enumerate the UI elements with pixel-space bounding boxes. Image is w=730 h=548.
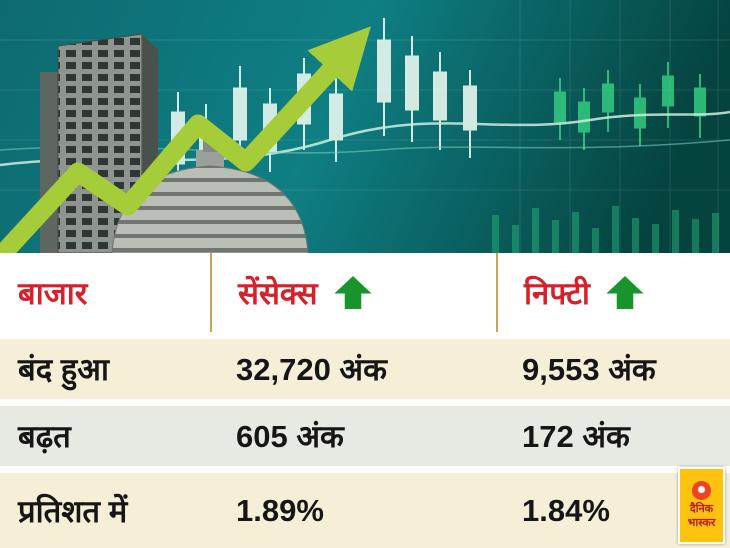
sensex-label: सेंसेक्स xyxy=(238,275,318,311)
row-label: बढ़त xyxy=(18,419,71,454)
sensex-value: 32,720 अंक xyxy=(236,352,387,387)
sensex-value: 1.89% xyxy=(236,492,324,528)
nifty-value: 172 अंक xyxy=(522,419,630,454)
col-header-nifty: निफ्टी xyxy=(496,253,730,332)
hero-image xyxy=(0,0,730,253)
sensex-up-arrow-icon xyxy=(334,276,372,309)
col-header-sensex: सेंसेक्स xyxy=(210,253,496,332)
logo-text-line1: दैनिक xyxy=(689,503,714,516)
volume-bars xyxy=(492,206,719,253)
nifty-value: 9,553 अंक xyxy=(522,352,656,387)
table-row-percent: प्रतिशत में 1.89% 1.84% xyxy=(0,473,730,548)
table-header-row: बाजार सेंसेक्स निफ्टी xyxy=(0,253,730,332)
nifty-up-arrow-icon xyxy=(606,276,644,309)
row-label: प्रतिशत में xyxy=(18,493,128,529)
row-label: बंद हुआ xyxy=(18,352,109,387)
table-row-closed: बंद हुआ 32,720 अंक 9,553 अंक xyxy=(0,339,730,399)
nifty-label: निफ्टी xyxy=(524,275,590,311)
nifty-value: 1.84% xyxy=(522,492,610,528)
growth-arrow-icon xyxy=(0,26,371,253)
bhaskar-sun-icon xyxy=(692,481,711,501)
table-row-gain: बढ़त 605 अंक 172 अंक xyxy=(0,406,730,466)
stock-chart-illustration xyxy=(0,0,730,253)
logo-text-line2: भास्कर xyxy=(687,517,716,529)
market-table: बाजार सेंसेक्स निफ्टी बंद हुआ 32,720 अंक… xyxy=(0,253,730,548)
col-header-market: बाजार xyxy=(18,275,88,311)
sensex-value: 605 अंक xyxy=(236,419,344,454)
dainik-bhaskar-logo: दैनिक भास्कर xyxy=(678,467,725,544)
